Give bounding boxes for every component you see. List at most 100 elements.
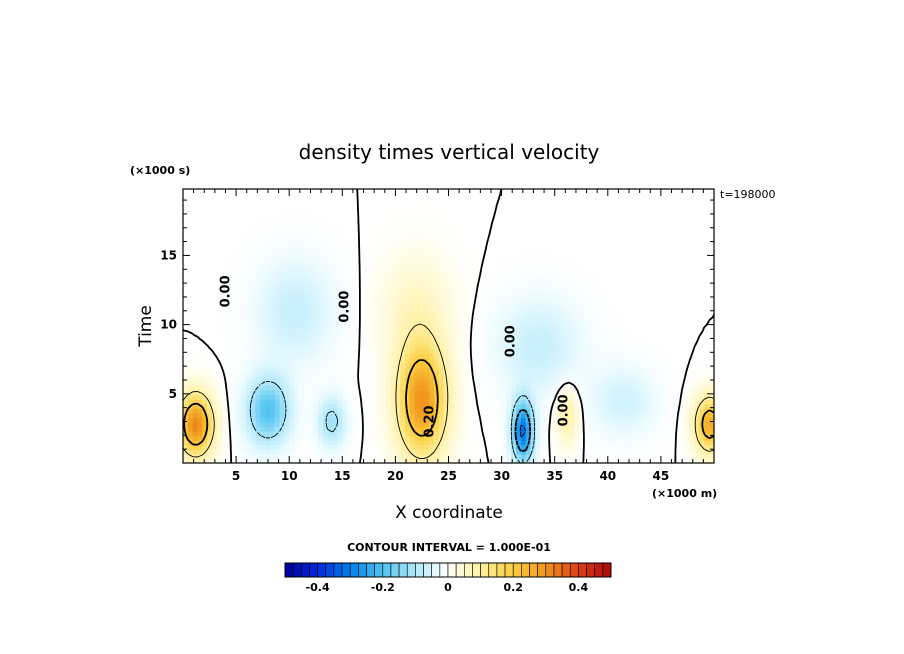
heatmap-cell (704, 376, 710, 382)
heatmap-cell (332, 435, 339, 441)
heatmap-cell (574, 417, 580, 423)
heatmap-cell (656, 380, 662, 386)
heatmap-cell (419, 444, 425, 450)
heatmap-cell (458, 426, 464, 432)
heatmap-cell (443, 294, 450, 300)
heatmap-cell (622, 458, 628, 463)
heatmap-cell (574, 449, 580, 455)
heatmap-cell (675, 421, 681, 428)
heatmap-cell (298, 412, 305, 418)
heatmap-cell (434, 289, 440, 295)
heatmap-cell (298, 408, 305, 414)
heatmap-cell (313, 408, 319, 414)
heatmap-cell (651, 431, 657, 437)
heatmap-cell (356, 367, 363, 373)
heatmap-cell (482, 435, 488, 441)
heatmap-cell (627, 357, 633, 364)
heatmap-cell (221, 275, 228, 281)
heatmap-cell (656, 294, 662, 300)
heatmap-cell (231, 335, 237, 341)
heatmap-cell (279, 348, 285, 354)
heatmap-cell (660, 385, 667, 391)
heatmap-cell (685, 421, 691, 428)
heatmap-cell (424, 335, 430, 341)
heatmap-cell (298, 421, 305, 428)
heatmap-cell (318, 303, 324, 309)
heatmap-cell (612, 348, 619, 354)
heatmap-cell (617, 326, 623, 332)
heatmap-cell (530, 389, 536, 396)
heatmap-cell (462, 431, 469, 437)
heatmap-cell (496, 371, 503, 377)
heatmap-cell (183, 353, 189, 359)
heatmap-cell (574, 367, 580, 373)
heatmap-cell (670, 303, 676, 309)
heatmap-cell (409, 275, 416, 281)
heatmap-cell (405, 339, 411, 345)
heatmap-cell (211, 252, 218, 259)
heatmap-cell (361, 412, 368, 418)
heatmap-cell (332, 440, 339, 446)
heatmap-cell (236, 408, 242, 414)
heatmap-cell (694, 257, 701, 263)
heatmap-cell (501, 376, 508, 382)
heatmap-cell (245, 344, 252, 350)
heatmap-cell (429, 431, 435, 437)
heatmap-cell (236, 284, 242, 291)
heatmap-cell (665, 326, 672, 332)
heatmap-cell (405, 353, 411, 359)
heatmap-cell (438, 335, 445, 341)
heatmap-cell (269, 348, 276, 354)
heatmap-cell (231, 266, 237, 272)
heatmap-cell (588, 294, 594, 300)
heatmap-cell (501, 389, 508, 396)
heatmap-cell (342, 385, 348, 391)
heatmap-cell (245, 303, 252, 309)
heatmap-cell (617, 444, 623, 450)
heatmap-cell (675, 262, 681, 268)
heatmap-cell (458, 280, 464, 286)
heatmap-cell (236, 417, 242, 423)
heatmap-cell (670, 435, 676, 441)
heatmap-cell (491, 421, 498, 428)
heatmap-cell (240, 316, 247, 323)
heatmap-cell (520, 339, 527, 345)
heatmap-cell (216, 421, 223, 428)
heatmap-cell (506, 444, 512, 450)
heatmap-cell (511, 266, 517, 272)
heatmap-cell (240, 431, 247, 437)
heatmap-cell (405, 421, 411, 428)
heatmap-cell (477, 408, 483, 414)
heatmap-cell (612, 294, 619, 300)
heatmap-cell (327, 262, 334, 268)
heatmap-cell (424, 412, 430, 418)
heatmap-cell (462, 380, 469, 386)
heatmap-cell (651, 412, 657, 418)
heatmap-cell (694, 262, 701, 268)
heatmap-cell (602, 303, 609, 309)
heatmap-cell (395, 458, 401, 463)
heatmap-cell (559, 449, 565, 455)
heatmap-cell (390, 298, 396, 304)
heatmap-cell (289, 257, 295, 263)
heatmap-cell (530, 371, 536, 377)
heatmap-cell (530, 307, 536, 313)
heatmap-cell (535, 389, 541, 396)
heatmap-cell (236, 394, 242, 400)
heatmap-cell (303, 303, 310, 309)
heatmap-cell (371, 431, 377, 437)
heatmap-cell (578, 298, 585, 304)
heatmap-cell (482, 294, 488, 300)
heatmap-cell (211, 326, 218, 332)
heatmap-cell (545, 271, 551, 277)
heatmap-cell (385, 449, 392, 455)
heatmap-cell (289, 444, 295, 450)
heatmap-cell (704, 394, 710, 400)
heatmap-cell (419, 348, 425, 354)
heatmap-cell (202, 353, 208, 359)
heatmap-cell (574, 294, 580, 300)
heatmap-cell (279, 403, 285, 409)
heatmap-cell (395, 357, 401, 364)
heatmap-cell (583, 440, 590, 446)
heatmap-cell (656, 440, 662, 446)
